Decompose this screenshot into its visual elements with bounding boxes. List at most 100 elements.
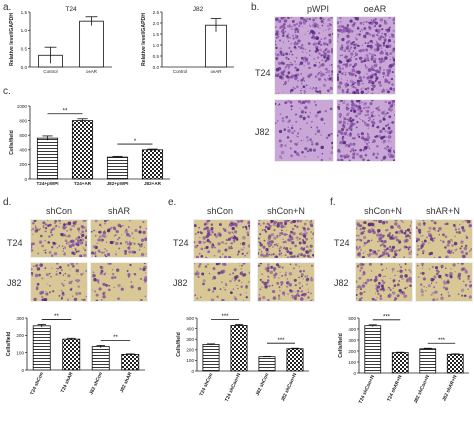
- stained-cell: [389, 234, 391, 236]
- stained-cell: [319, 27, 321, 30]
- stained-cell: [359, 266, 364, 270]
- stained-cell: [337, 40, 339, 42]
- stained-cell: [291, 34, 295, 37]
- stained-cell: [296, 85, 299, 89]
- stained-cell: [377, 106, 380, 109]
- stained-cell: [354, 87, 357, 90]
- bar-control: [38, 54, 63, 68]
- stained-cell: [38, 240, 43, 244]
- stained-cell: [215, 235, 218, 238]
- stained-cell: [368, 33, 371, 36]
- stained-cell: [337, 85, 342, 89]
- stained-cell: [114, 228, 117, 231]
- stained-cell: [262, 295, 266, 300]
- stained-cell: [81, 237, 83, 239]
- stained-cell: [380, 57, 384, 61]
- stained-cell: [428, 235, 431, 237]
- stained-cell: [437, 270, 440, 273]
- stained-cell: [293, 150, 297, 154]
- stained-cell: [195, 255, 199, 258]
- stained-cell: [217, 263, 221, 265]
- stained-cell: [388, 232, 391, 235]
- stained-cell: [353, 23, 355, 26]
- stained-cell: [344, 74, 347, 76]
- stained-cell: [370, 100, 374, 102]
- stained-cell: [301, 226, 304, 229]
- stained-cell: [210, 298, 215, 301]
- stained-cell: [146, 253, 147, 255]
- stained-cell: [292, 86, 295, 89]
- stained-cell: [275, 40, 277, 43]
- stained-cell: [58, 220, 61, 222]
- stained-cell: [430, 293, 433, 296]
- stained-cell: [111, 269, 114, 271]
- stained-cell: [451, 250, 453, 252]
- stained-cell: [211, 231, 214, 234]
- stained-cell: [239, 265, 241, 267]
- y-tick-label: 500: [348, 316, 356, 321]
- stained-cell: [286, 256, 290, 258]
- stained-cell: [32, 233, 34, 235]
- stained-cell: [284, 80, 287, 83]
- stained-cell: [377, 34, 379, 37]
- stained-cell: [420, 283, 423, 286]
- stained-cell: [275, 92, 277, 94]
- stained-cell: [272, 246, 274, 248]
- panel-letter-d: d.: [3, 197, 12, 208]
- stained-cell: [377, 292, 380, 296]
- stained-cell: [242, 249, 244, 251]
- stained-cell: [63, 223, 66, 226]
- stained-cell: [386, 88, 388, 91]
- stained-cell: [60, 289, 63, 292]
- stained-cell: [396, 238, 399, 242]
- stained-cell: [46, 220, 49, 221]
- stained-cell: [353, 154, 356, 156]
- stained-cell: [295, 143, 298, 146]
- stained-cell: [70, 287, 73, 290]
- micrograph-b-t24-oear: [336, 16, 396, 95]
- stained-cell: [383, 239, 387, 244]
- stained-cell: [386, 248, 389, 250]
- panel-letter-f: f.: [330, 197, 336, 208]
- stained-cell: [356, 238, 358, 241]
- stained-cell: [277, 61, 282, 65]
- stained-cell: [306, 100, 311, 104]
- stained-cell: [265, 254, 267, 257]
- stained-cell: [356, 33, 359, 36]
- stained-cell: [460, 250, 464, 254]
- stained-cell: [382, 135, 386, 139]
- stained-cell: [451, 240, 454, 242]
- stained-cell: [288, 46, 291, 50]
- stained-cell: [357, 251, 362, 256]
- stained-cell: [118, 236, 121, 239]
- stained-cell: [430, 277, 434, 282]
- stained-cell: [380, 263, 383, 266]
- stained-cell: [95, 293, 99, 297]
- stained-cell: [436, 298, 439, 301]
- stained-cell: [207, 263, 209, 266]
- stained-cell: [290, 230, 293, 234]
- stained-cell: [277, 265, 281, 269]
- stained-cell: [211, 243, 215, 246]
- stained-cell: [356, 70, 358, 72]
- stained-cell: [320, 19, 324, 23]
- y-tick-label: 100: [16, 350, 24, 355]
- stained-cell: [68, 282, 70, 284]
- stained-cell: [292, 220, 296, 224]
- stained-cell: [289, 100, 293, 104]
- stained-cell: [33, 297, 37, 301]
- stained-cell: [320, 92, 322, 94]
- stained-cell: [384, 110, 386, 112]
- bar-t24-ar: [71, 120, 94, 180]
- stained-cell: [273, 269, 276, 272]
- stained-cell: [329, 23, 332, 27]
- stained-cell: [420, 289, 424, 294]
- stained-cell: [349, 116, 352, 120]
- stained-cell: [317, 111, 320, 114]
- stained-cell: [276, 234, 279, 237]
- stained-cell: [339, 130, 342, 133]
- stained-cell: [267, 222, 270, 226]
- stained-cell: [44, 223, 48, 226]
- stained-cell: [363, 59, 367, 63]
- stained-cell: [363, 272, 366, 275]
